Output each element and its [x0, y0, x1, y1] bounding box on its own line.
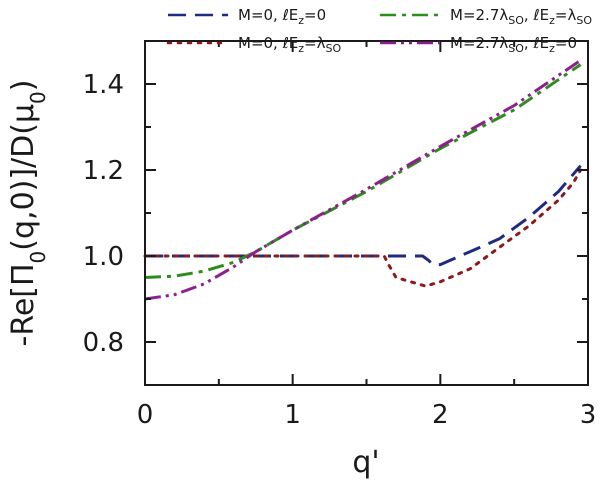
legend-label-1: M=0, ℓEz=0 — [238, 6, 326, 27]
x-tick-label: 1 — [284, 400, 301, 430]
series-line-1 — [145, 164, 582, 267]
y-tick-label: 1.0 — [83, 242, 124, 272]
series-line-3 — [144, 63, 582, 279]
legend-label-2: M=0, ℓEz=λSO — [238, 34, 341, 55]
y-axis-label: -Re[Π0(q,0)]/D(μ0) — [6, 79, 50, 346]
x-axis-label: q' — [352, 445, 379, 480]
legend-label-3: M=2.7λSO, ℓEz=λSO — [450, 6, 592, 27]
y-tick-label: 1.4 — [83, 70, 124, 100]
plot-frame — [144, 40, 589, 386]
legend-label-4: M=2.7λSO, ℓEz=0 — [450, 34, 577, 55]
plot-lines — [143, 59, 583, 301]
x-tick-label: 0 — [137, 400, 154, 430]
legend: M=0, ℓEz=0 M=0, ℓEz=λSO M=2.7λSO, ℓEz=λSO M… — [166, 6, 592, 55]
y-tick-label: 1.2 — [83, 156, 124, 186]
x-tick-label: 3 — [580, 400, 597, 430]
y-tick-label: 0.8 — [83, 328, 124, 358]
tick-labels: 0 1 2 3 0.8 1.0 1.2 1.4 — [83, 70, 597, 430]
axis-ticks — [144, 41, 589, 385]
series-line-4 — [144, 59, 582, 301]
x-tick-label: 2 — [432, 400, 449, 430]
